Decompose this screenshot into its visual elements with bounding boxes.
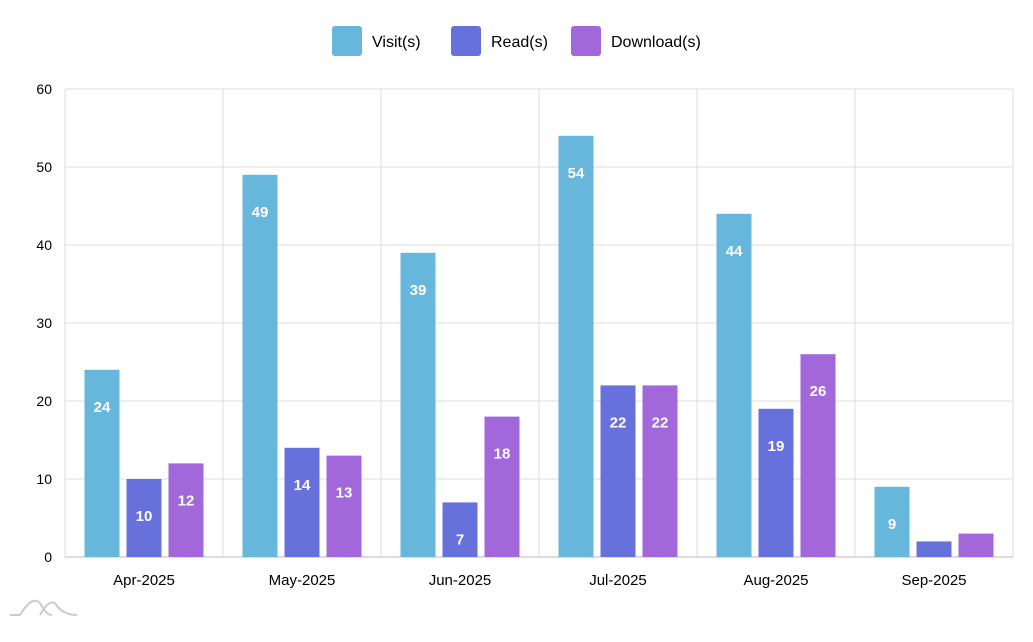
x-tick-label: Sep-2025 <box>901 572 966 589</box>
y-tick-label: 10 <box>36 471 52 487</box>
bar-data-label: 49 <box>252 204 269 221</box>
bar-data-label: 22 <box>610 414 627 431</box>
bar-data-label: 18 <box>494 446 511 463</box>
y-tick-label: 0 <box>44 549 52 565</box>
bar-data-label: 44 <box>726 243 743 260</box>
bar-visits <box>716 213 752 558</box>
bar-reads <box>126 479 162 557</box>
bar-data-label: 19 <box>768 438 785 455</box>
y-tick-label: 30 <box>36 315 52 331</box>
bar-data-label: 54 <box>568 165 585 182</box>
legend-swatch <box>332 26 362 56</box>
bar-downloads <box>168 463 204 557</box>
bar-data-label: 13 <box>336 485 353 502</box>
bar-data-label: 9 <box>888 516 896 533</box>
bar-downloads <box>958 533 994 557</box>
bar-data-label: 39 <box>410 282 427 299</box>
legend-label: Read(s) <box>491 34 548 51</box>
bar-reads <box>758 408 794 557</box>
logo-icon <box>10 599 78 616</box>
bar-reads <box>600 385 636 557</box>
bar-reads <box>916 541 952 557</box>
x-tick-label: Aug-2025 <box>743 572 808 589</box>
bar-downloads <box>642 385 678 557</box>
bar-visits <box>558 135 594 558</box>
bar-data-label: 14 <box>294 477 311 494</box>
bar-data-label: 22 <box>652 414 669 431</box>
y-tick-label: 40 <box>36 237 52 253</box>
y-tick-label: 60 <box>36 81 52 97</box>
bar-visits <box>400 252 436 558</box>
bar-visits <box>242 174 278 558</box>
bar-downloads <box>326 455 362 557</box>
bar-visits <box>874 486 910 557</box>
bar-data-label: 10 <box>136 508 153 525</box>
x-tick-label: May-2025 <box>269 572 336 589</box>
bar-downloads <box>484 416 520 557</box>
legend-swatch <box>571 26 601 56</box>
legend-label: Visit(s) <box>372 34 421 51</box>
bar-data-label: 24 <box>94 399 111 416</box>
bar-reads <box>284 447 320 557</box>
bar-downloads <box>800 354 836 557</box>
x-tick-label: Jun-2025 <box>429 572 492 589</box>
y-tick-label: 50 <box>36 159 52 175</box>
y-tick-label: 20 <box>36 393 52 409</box>
bar-data-label: 26 <box>810 383 827 400</box>
bar-visits <box>84 369 120 557</box>
legend-swatch <box>451 26 481 56</box>
x-tick-label: Jul-2025 <box>589 572 647 589</box>
bar-data-label: 12 <box>178 492 195 509</box>
legend-label: Download(s) <box>611 34 701 51</box>
bar-reads <box>442 502 478 557</box>
bar-data-label: 7 <box>456 531 464 548</box>
x-tick-label: Apr-2025 <box>113 572 175 589</box>
